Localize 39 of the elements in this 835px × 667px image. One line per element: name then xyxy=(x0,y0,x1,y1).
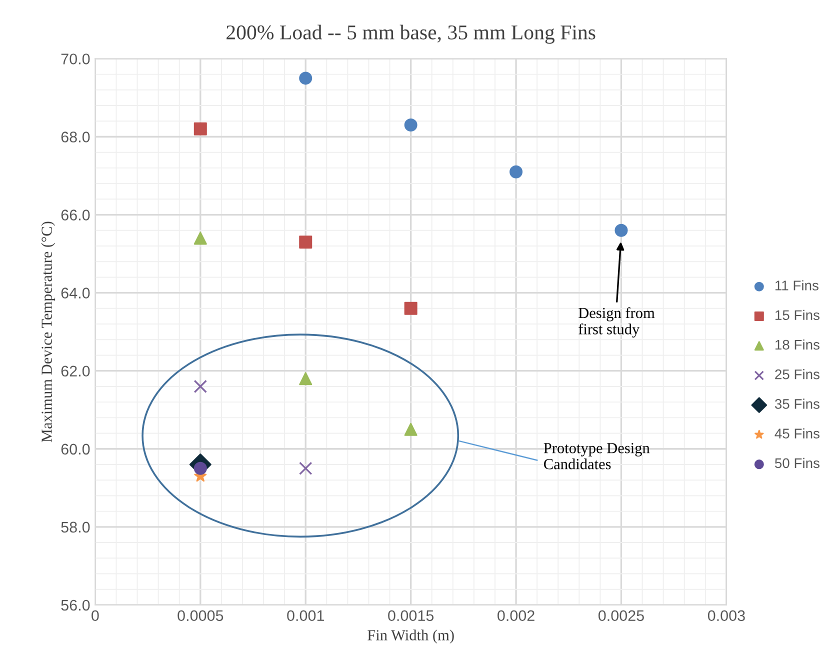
annotation: Design from first study xyxy=(578,307,655,338)
point xyxy=(298,462,312,476)
annotation: Prototype Design Candidates xyxy=(544,443,650,470)
y-axis-title: Maximum Device Temperature (°C) xyxy=(41,222,56,442)
point xyxy=(299,72,312,85)
x-tick-label: 0.002 xyxy=(498,610,534,622)
legend-label: 50 Fins xyxy=(774,458,820,468)
legend-label: 15 Fins xyxy=(775,310,820,320)
x-tick-label: 0.0015 xyxy=(388,610,434,622)
point xyxy=(404,118,418,132)
point xyxy=(194,232,207,245)
x-tick-label: 0.003 xyxy=(708,610,745,622)
x-tick-label: 0.001 xyxy=(287,610,324,622)
x-tick-label: 0.0005 xyxy=(178,610,224,622)
y-tick-label: 64.0 xyxy=(61,288,90,298)
legend-label: 25 Fins xyxy=(775,369,820,380)
y-tick-label: 66.0 xyxy=(61,210,90,220)
legend-label: 45 Fins xyxy=(774,428,820,438)
x-tick-label: 0 xyxy=(92,610,99,622)
point xyxy=(194,380,208,394)
y-tick-label: 58.0 xyxy=(61,522,90,533)
point xyxy=(299,372,312,386)
y-tick-label: 68.0 xyxy=(61,132,90,142)
point xyxy=(510,165,523,178)
point xyxy=(404,302,418,315)
legend-label: 35 Fins xyxy=(774,398,820,409)
chart-title: 200% Load -- 5 mm base, 35 mm Long Fins xyxy=(226,24,596,44)
y-tick-label: 70.0 xyxy=(61,54,90,64)
legend-label: 11 Fins xyxy=(775,280,818,290)
x-tick-label: 0.0025 xyxy=(598,610,644,622)
point xyxy=(404,422,418,436)
point xyxy=(194,122,207,136)
point xyxy=(614,224,628,237)
point xyxy=(299,236,312,249)
x-axis-title: Fin Width (m) xyxy=(368,630,454,644)
legend-label: 18 Fins xyxy=(775,339,820,350)
y-tick-label: 60.0 xyxy=(61,444,90,455)
y-tick-label: 56.0 xyxy=(61,600,90,611)
y-tick-label: 62.0 xyxy=(61,366,90,377)
